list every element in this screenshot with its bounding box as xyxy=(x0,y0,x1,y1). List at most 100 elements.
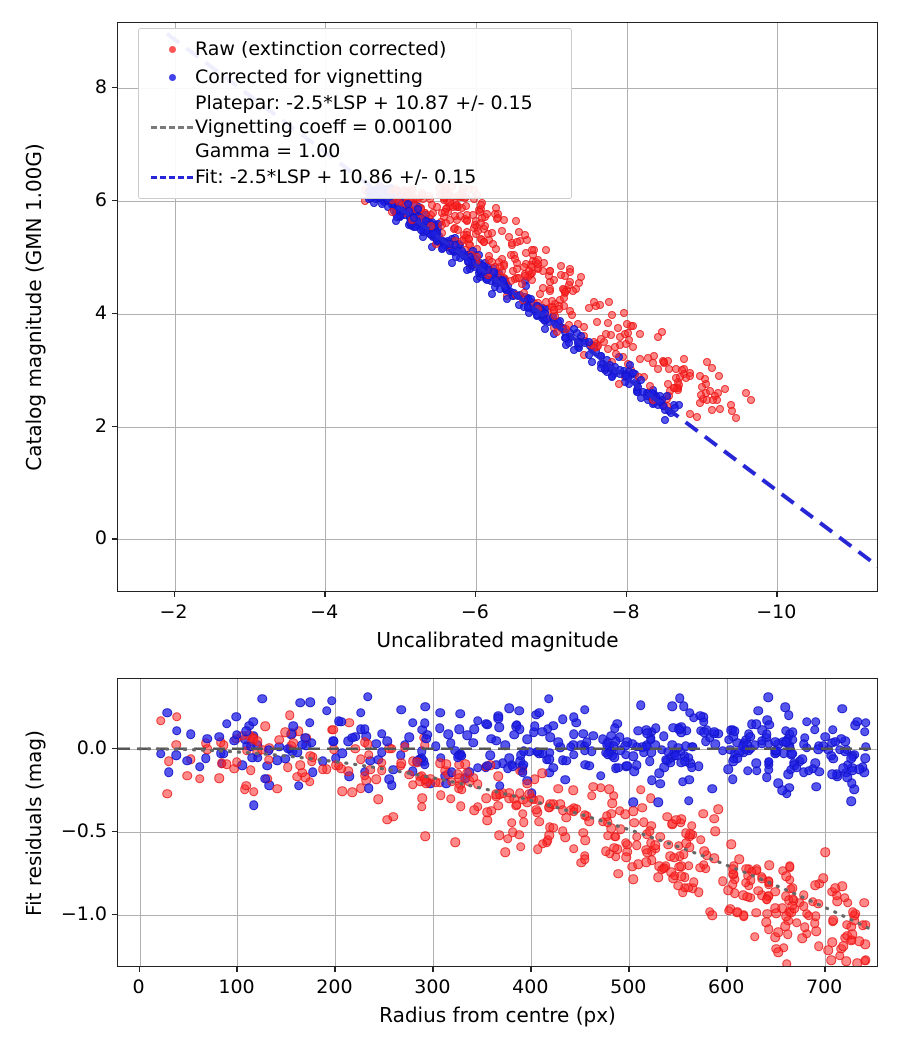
residual-point-raw xyxy=(518,817,529,828)
data-point-raw xyxy=(477,201,486,210)
data-point-raw xyxy=(498,255,507,264)
residual-point-corrected xyxy=(678,776,688,787)
residual-point-corrected xyxy=(456,750,467,761)
residual-point-raw xyxy=(558,805,568,815)
legend-label-corrected: Corrected for vignetting xyxy=(195,65,423,88)
residual-point-corrected xyxy=(741,744,751,755)
data-point-raw xyxy=(562,325,571,334)
legend-marker-raw-dot-icon xyxy=(149,35,195,63)
residual-point-corrected xyxy=(667,701,677,711)
data-point-corrected xyxy=(430,229,438,238)
residual-point-corrected xyxy=(231,711,241,722)
data-point-raw xyxy=(462,202,471,211)
residual-point-raw xyxy=(699,846,709,857)
data-point-raw xyxy=(521,272,530,281)
residual-point-raw xyxy=(841,956,851,966)
residual-point-raw xyxy=(676,871,686,881)
residual-point-raw xyxy=(764,860,775,870)
residual-point-corrected xyxy=(548,763,559,773)
residual-point-raw xyxy=(246,765,256,776)
residual-point-raw xyxy=(730,888,740,899)
residual-point-corrected xyxy=(811,782,822,792)
residual-point-raw xyxy=(377,758,387,768)
data-point-corrected xyxy=(596,364,605,373)
residual-point-raw xyxy=(387,744,397,754)
data-point-raw xyxy=(708,405,717,414)
residual-point-corrected xyxy=(222,719,232,729)
residual-point-corrected xyxy=(674,725,684,735)
residual-point-corrected xyxy=(469,724,480,734)
residual-point-corrected xyxy=(328,736,339,746)
y-axis-tick-label: 4 xyxy=(94,301,107,324)
residual-point-corrected xyxy=(504,703,514,714)
residual-point-raw xyxy=(698,808,708,819)
residual-point-corrected xyxy=(307,737,317,748)
x-axis-label-residuals: Radius from centre (px) xyxy=(379,1003,616,1027)
data-point-raw xyxy=(636,330,645,339)
residual-point-corrected xyxy=(569,729,579,739)
data-point-raw xyxy=(441,208,450,217)
y-axis-tick-label: 2 xyxy=(94,414,107,437)
residual-point-raw xyxy=(588,782,598,792)
residual-point-raw xyxy=(631,840,642,851)
residual-point-raw xyxy=(820,847,831,858)
x-axis-tick-label: −2 xyxy=(159,601,188,623)
gridline-horizontal xyxy=(118,539,877,541)
data-point-corrected xyxy=(615,366,624,375)
gridline-vertical xyxy=(727,679,729,966)
residual-point-raw xyxy=(404,770,415,780)
x-axis-tick xyxy=(824,967,826,972)
residual-point-raw xyxy=(609,791,619,801)
residual-point-raw xyxy=(770,887,780,897)
residual-point-raw xyxy=(431,777,441,787)
residual-point-corrected xyxy=(802,716,812,727)
data-point-raw xyxy=(611,349,620,358)
data-point-corrected xyxy=(637,375,646,384)
residual-point-corrected xyxy=(514,706,524,716)
residual-point-corrected xyxy=(580,704,590,715)
data-point-raw xyxy=(512,238,521,247)
residual-point-raw xyxy=(753,885,763,896)
residual-point-raw xyxy=(285,710,295,721)
data-point-raw xyxy=(686,372,695,380)
residual-point-raw xyxy=(493,771,504,781)
residual-point-corrected xyxy=(811,717,821,727)
residual-point-corrected xyxy=(214,732,224,742)
x-axis-label-calibration: Uncalibrated magnitude xyxy=(376,628,619,652)
residual-point-corrected xyxy=(253,752,263,763)
residual-point-raw xyxy=(452,769,463,780)
residual-point-raw xyxy=(580,835,591,845)
residual-point-corrected xyxy=(636,700,646,711)
residual-point-corrected xyxy=(781,737,791,747)
residual-point-raw xyxy=(639,817,649,827)
residual-point-raw xyxy=(615,824,626,834)
residual-point-corrected xyxy=(485,750,495,760)
residual-point-corrected xyxy=(241,726,251,736)
residual-point-corrected xyxy=(194,761,205,772)
data-point-corrected xyxy=(588,357,597,366)
residual-point-raw xyxy=(674,861,684,872)
x-axis-tick xyxy=(625,592,627,597)
residual-point-corrected xyxy=(515,724,525,734)
y-axis-label-calibration: Catalog magnitude (GMN 1.00G) xyxy=(22,143,46,471)
y-axis-tick xyxy=(112,86,117,89)
legend-marker-corrected-dot-icon xyxy=(149,63,195,91)
residual-point-corrected xyxy=(764,765,774,775)
residual-point-raw xyxy=(671,815,682,825)
residual-point-corrected xyxy=(751,719,762,730)
legend-label-fit: Fit: -2.5*LSP + 10.86 +/- 0.15 xyxy=(195,165,477,188)
residual-point-raw xyxy=(709,853,720,864)
residual-point-corrected xyxy=(660,755,671,765)
residual-point-raw xyxy=(613,869,623,879)
data-point-raw xyxy=(697,391,706,400)
data-point-raw xyxy=(428,201,437,210)
data-point-raw xyxy=(520,231,529,240)
residual-point-raw xyxy=(773,927,783,938)
data-point-raw xyxy=(708,364,717,373)
residual-point-raw xyxy=(531,804,542,815)
data-point-corrected xyxy=(488,290,497,299)
data-point-corrected xyxy=(541,308,550,317)
residual-point-corrected xyxy=(783,710,794,721)
residual-point-raw xyxy=(202,744,213,754)
data-point-corrected xyxy=(499,277,508,286)
